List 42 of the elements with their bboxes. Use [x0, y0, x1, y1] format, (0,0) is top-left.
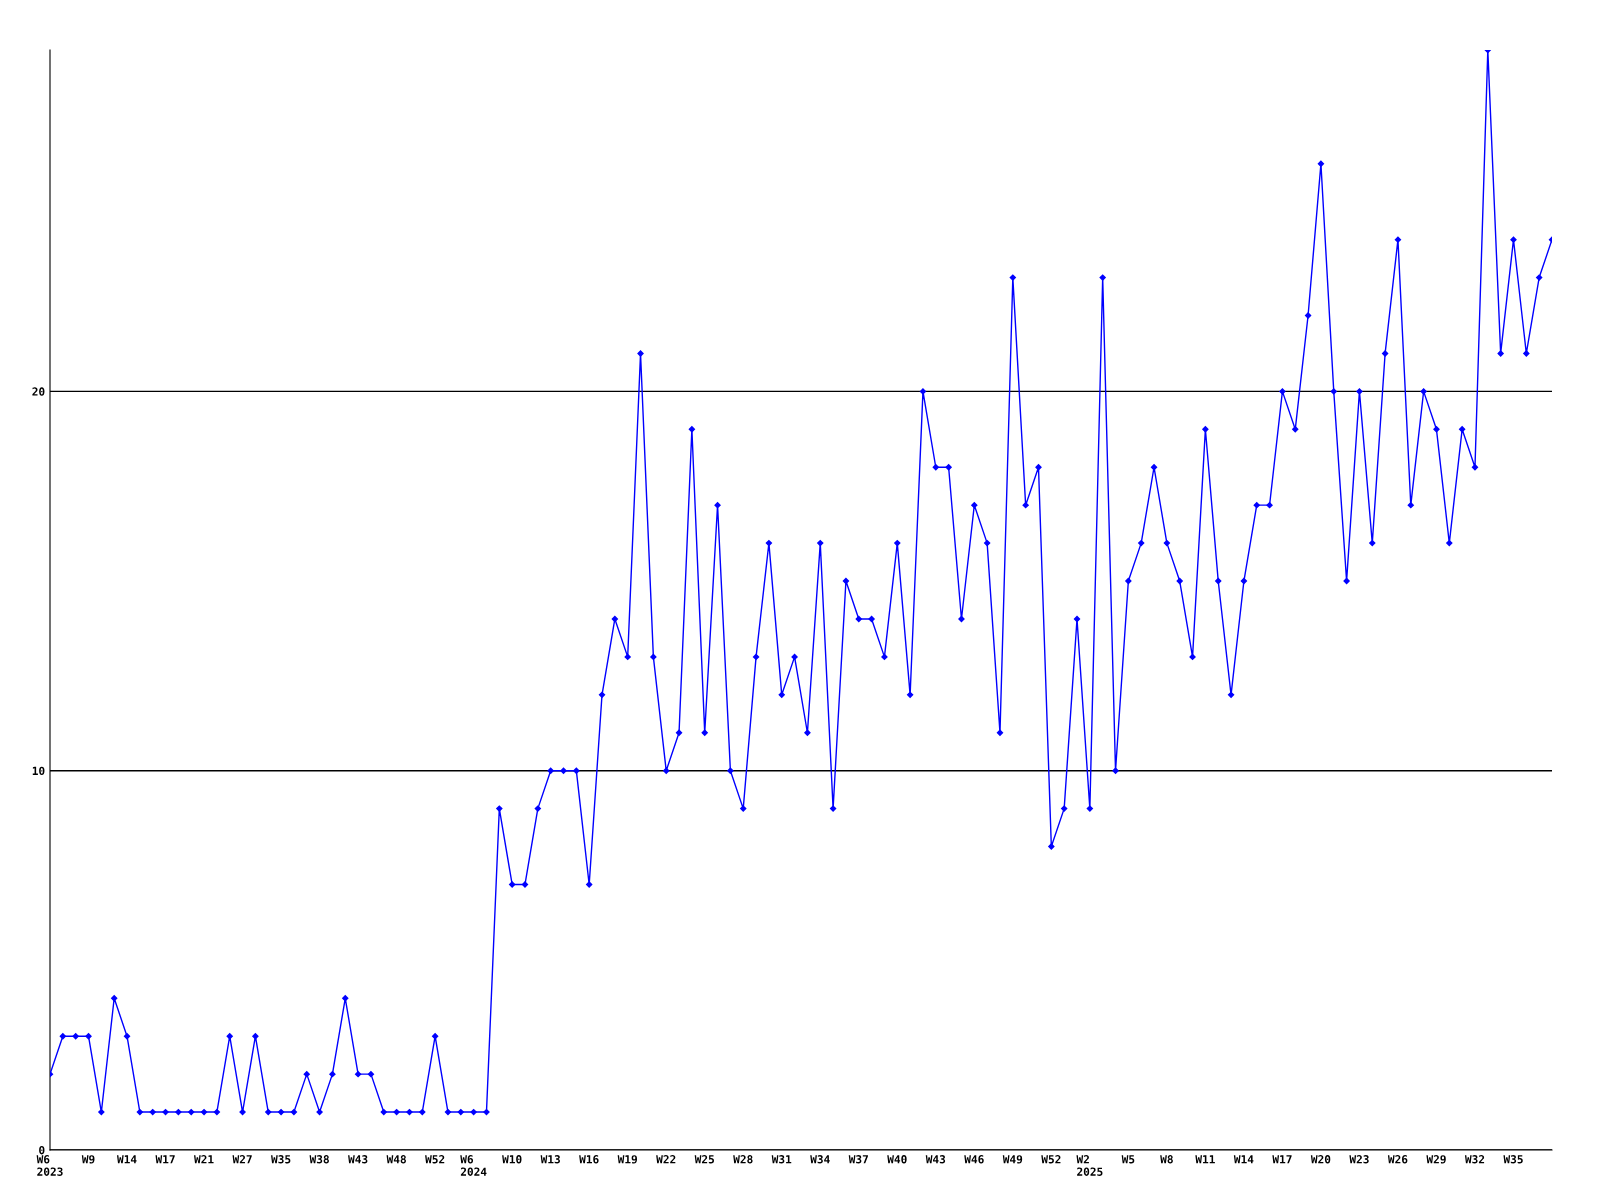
x-tick-label: W14 — [116, 1155, 137, 1164]
x-tick-label: W31 — [771, 1155, 792, 1164]
x-tick-label: W37 — [848, 1155, 868, 1164]
x-tick-label: W43 — [348, 1155, 368, 1164]
x-tick-label: W46 — [964, 1155, 984, 1164]
x-tick-label: W8 — [1160, 1155, 1173, 1164]
x-tick-label: W17 — [155, 1155, 175, 1164]
x-tick-label: W17 — [1272, 1155, 1292, 1164]
x-tick-label: W19 — [617, 1155, 638, 1164]
x-tick-label: W16 — [579, 1155, 599, 1164]
x-tick-label: W20 — [1310, 1155, 1331, 1164]
x-tick-label: W43 — [925, 1155, 946, 1164]
x-tick-label: W52 — [1041, 1155, 1061, 1164]
x-tick-label: W28 — [733, 1155, 753, 1164]
x-tick-label: W35 — [1503, 1155, 1523, 1164]
x-tick-label: W9 — [81, 1155, 95, 1164]
x-tick-label: W32 — [1464, 1155, 1485, 1164]
x-tick-label: W6 2023 — [36, 1155, 63, 1176]
x-tick-label: W2 2025 — [1076, 1155, 1103, 1176]
x-tick-label: W26 — [1387, 1155, 1408, 1164]
x-tick-label: W48 — [386, 1155, 406, 1164]
x-tick-label: W25 — [694, 1155, 714, 1164]
x-tick-label: W13 — [540, 1155, 560, 1164]
x-tick-label: W38 — [309, 1155, 329, 1164]
x-tick-label: W29 — [1426, 1155, 1446, 1164]
x-tick-label: W11 — [1195, 1155, 1215, 1164]
x-tick-label: W23 — [1349, 1155, 1369, 1164]
x-tick-label: W5 — [1121, 1155, 1135, 1164]
x-tick-label: W10 — [502, 1155, 522, 1164]
y-tick-label: 20 — [32, 387, 45, 396]
x-tick-label: W49 — [1002, 1155, 1023, 1164]
x-tick-label: W35 — [271, 1155, 291, 1164]
x-tick-label: W22 — [656, 1155, 676, 1164]
x-tick-label: W27 — [232, 1155, 252, 1164]
y-tick-label: 10 — [32, 766, 45, 776]
x-tick-label: W40 — [887, 1155, 907, 1164]
x-tick-label: W52 — [425, 1155, 445, 1164]
x-tick-label: W6 2024 — [460, 1155, 487, 1176]
x-tick-label: W34 — [810, 1155, 830, 1164]
x-tick-label: W21 — [194, 1155, 214, 1164]
y-tick-label: 0 — [39, 1145, 45, 1155]
x-tick-label: W14 — [1233, 1155, 1254, 1164]
